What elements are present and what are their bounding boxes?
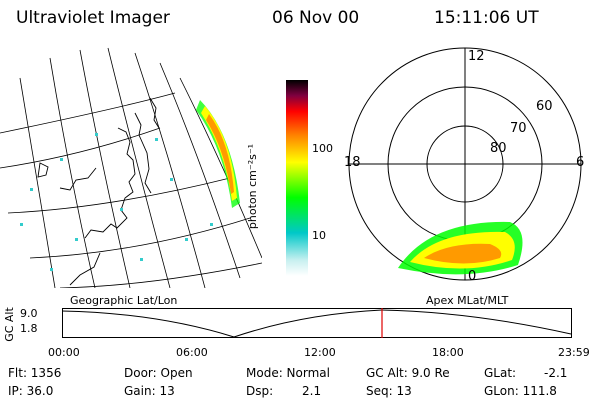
apex-caption: Apex MLat/MLT: [426, 294, 509, 307]
glon-value: GLon: 111.8: [484, 384, 557, 398]
glat-value: -2.1: [544, 366, 568, 380]
lat-label-70: 70: [510, 121, 527, 136]
altitude-xtick-1200: 12:00: [304, 346, 336, 359]
mode-value: Mode: Normal: [246, 366, 330, 380]
geographic-image-panel: [0, 47, 262, 288]
altitude-ytick-9: 9.0: [20, 307, 38, 320]
mlt-label-18: 18: [344, 155, 361, 170]
altitude-xtick-0000: 00:00: [48, 346, 80, 359]
gain-value: Gain: 13: [124, 384, 175, 398]
gc-altitude: GC Alt: 9.0 Re: [366, 366, 450, 380]
altitude-xtick-0600: 06:00: [176, 346, 208, 359]
altitude-ylabel: GC Alt: [2, 307, 16, 342]
ip-value: IP: 36.0: [8, 384, 54, 398]
date-label: 06 Nov 00: [272, 8, 360, 28]
app-title: Ultraviolet Imager: [16, 8, 170, 28]
colorbar: [286, 80, 308, 276]
mlt-label-6: 6: [576, 155, 584, 170]
dsp-label: Dsp:: [246, 384, 274, 398]
altitude-ytick-1.8: 1.8: [20, 322, 38, 335]
time-label: 15:11:06 UT: [434, 8, 539, 28]
altitude-xtick-2359: 23:59: [558, 346, 590, 359]
lat-label-60: 60: [536, 99, 553, 114]
flight-number: Flt: 1356: [8, 366, 62, 380]
altitude-xtick-1800: 18:00: [432, 346, 464, 359]
colorbar-unit-label: photon cm⁻²s⁻¹: [246, 143, 260, 230]
glat-label: GLat:: [484, 366, 517, 380]
colorbar-tick-100: 100: [312, 142, 333, 155]
dsp-value: 2.1: [302, 384, 322, 398]
door-status: Door: Open: [124, 366, 193, 380]
sequence-value: Seq: 13: [366, 384, 412, 398]
colorbar-tick-10: 10: [312, 229, 326, 242]
mlt-label-12: 12: [468, 49, 485, 64]
altitude-plot: [62, 308, 572, 338]
mlt-label-0: 0: [468, 269, 476, 284]
lat-label-80: 80: [490, 141, 507, 156]
geographic-caption: Geographic Lat/Lon: [70, 294, 178, 307]
polar-mlat-mlt-plot: 12 18 6 0 60 70 80: [344, 47, 584, 284]
